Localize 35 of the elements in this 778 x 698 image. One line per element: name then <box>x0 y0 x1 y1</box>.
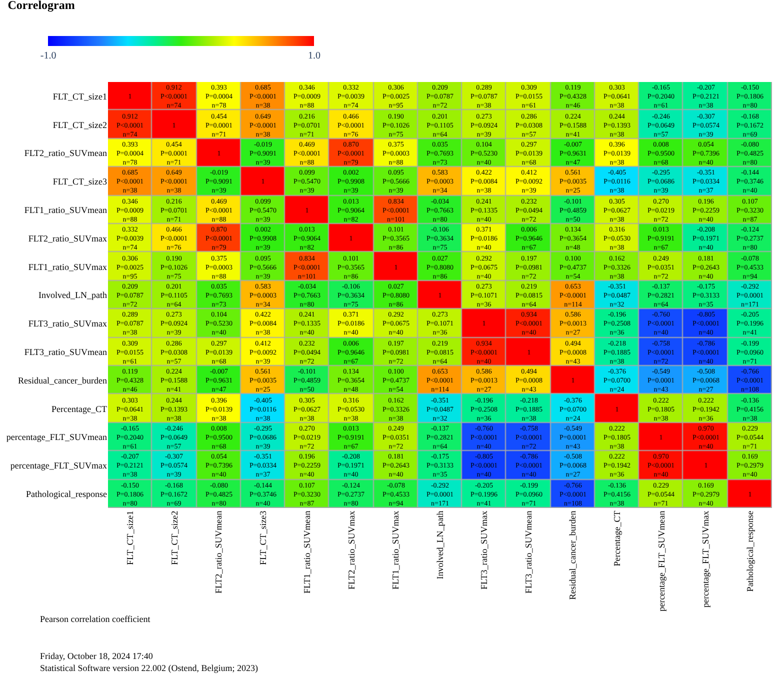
color-bar-label: -1.0 <box>40 50 56 62</box>
y-tick-label: Residual_cancer_burden <box>18 375 108 386</box>
chart-title: Correlogram <box>8 0 75 12</box>
x-tick-label: Pathological_response <box>744 510 755 592</box>
x-tick-label: FLT3_ratio_SUVmax <box>479 510 490 590</box>
color-bar-label: 1.0 <box>308 50 321 62</box>
y-tick-label: FLT2_ratio_SUVmean <box>24 148 108 158</box>
x-tick-label: FLT_CT_size2 <box>169 510 180 565</box>
x-tick-label: Involved_LN_path <box>434 510 445 580</box>
y-tick-label: FLT_CT_size3 <box>52 176 108 187</box>
y-tick-label: Percentage_CT <box>52 404 108 414</box>
x-tick-label: FLT_CT_size3 <box>258 510 268 565</box>
y-tick-label: FLT_CT_size2 <box>52 120 107 130</box>
y-tick-label: percentage_FLT_SUVmax <box>10 460 108 471</box>
x-tick-label: Percentage_CT <box>612 510 622 566</box>
y-tick-label: FLT3_ratio_SUVmean <box>24 346 108 357</box>
x-tick-label: FLT1_ratio_SUVmean <box>302 510 312 594</box>
x-tick-label: FLT3_ratio_SUVmean <box>523 510 534 594</box>
y-tick-label: FLT2_ratio_SUVmax <box>28 233 108 244</box>
y-tick-label: FLT1_ratio_SUVmean <box>24 204 108 215</box>
y-tick-label: percentage_FLT_SUVmean <box>6 432 108 442</box>
x-tick-label: FLT1_ratio_SUVmax <box>390 510 401 590</box>
text: Pearson correlation coefficient <box>40 614 151 624</box>
y-tick-label: FLT_CT_size1 <box>52 91 107 102</box>
text: Friday, October 18, 2024 17:40 <box>40 651 154 661</box>
y-tick-label: FLT3_ratio_SUVmax <box>28 318 108 329</box>
y-tick-label: FLT1_ratio_SUVmax <box>28 262 108 272</box>
y-tick-label: Pathological_response <box>26 488 108 499</box>
x-tick-label: percentage_FLT_SUVmax <box>700 510 711 608</box>
x-tick-label: percentage_FLT_SUVmean <box>656 510 666 612</box>
text: Statistical Software version 22.002 (Ostend, Belgium; 2023) <box>40 663 258 673</box>
x-tick-label: Residual_cancer_burden <box>568 510 578 600</box>
y-tick-label: Involved_LN_path <box>38 290 108 300</box>
x-tick-label: FLT2_ratio_SUVmean <box>214 510 224 594</box>
x-tick-label: FLT2_ratio_SUVmax <box>346 510 356 590</box>
